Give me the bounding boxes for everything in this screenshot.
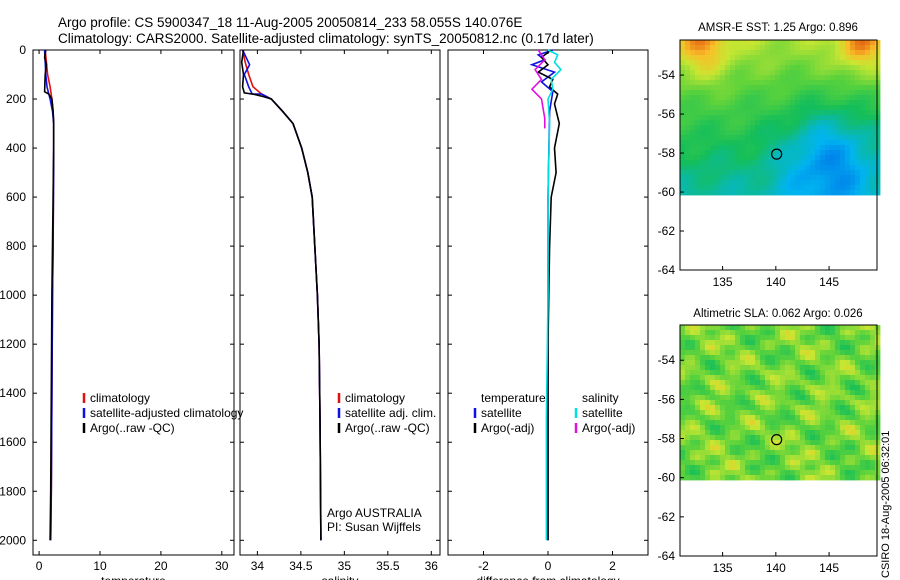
legend-satellite: satellite-adjusted climatology [90, 406, 243, 420]
heatmap-field [680, 325, 881, 481]
legend-temperature-title: temperature [481, 391, 546, 405]
plot-frame [239, 49, 441, 556]
x-tick-label: 135 [713, 275, 733, 289]
x-tick-label: 140 [766, 561, 786, 575]
legend-salinity-satellite: satellite [582, 406, 623, 420]
x-tick-label: 34 [251, 559, 265, 573]
series-line-satellite-adj-clim- [241, 49, 322, 541]
legend-climatology: climatology [90, 391, 150, 405]
y-tick-label: -58 [658, 146, 676, 160]
x-tick-label: -2 [478, 559, 489, 573]
x-tick-label: 140 [766, 275, 786, 289]
y-tick-label: 1200 [0, 337, 26, 351]
x-axis-label: difference from climatology [476, 574, 619, 580]
series-line-argo-raw-qc- [43, 49, 55, 541]
figure-title-line2: Climatology: CARS2000. Satellite-adjuste… [58, 31, 594, 46]
series-line-salinity-satellite [545, 49, 562, 541]
legend-temperature-satellite: satellite [481, 406, 522, 420]
x-tick-label: 0 [36, 559, 43, 573]
y-tick-label: -58 [658, 432, 676, 446]
x-tick-label: 36 [425, 559, 439, 573]
temperature-profile-panel: 0 10 20 30 0 200 400 600 800 1000 1200 1400 1600 1800… [0, 43, 243, 580]
x-tick-label: 34.5 [289, 559, 313, 573]
series-line-salinity-argo-adj- [530, 49, 546, 129]
argo-location-marker [771, 148, 783, 160]
sla-map-title: Altimetric SLA: 0.062 Argo: 0.026 [693, 308, 862, 320]
sla-map-panel: 135 140 145 -54 -56 -58 -60 -62 -64 [658, 324, 881, 575]
x-tick-label: 30 [215, 559, 229, 573]
y-tick-label: -64 [658, 549, 676, 563]
series-line-temperature-argo-adj- [536, 49, 561, 541]
legend-argo: Argo(..raw -QC) [90, 421, 175, 435]
map-frame [679, 324, 878, 557]
salinity-profile-panel: 34 34.5 35 35.5 36 salinity climatologysatelli… [239, 49, 441, 580]
y-tick-label: 1600 [0, 435, 26, 449]
map-frame [679, 39, 878, 271]
y-tick-label: -62 [658, 510, 676, 524]
series-line-temperature-satellite [529, 49, 557, 541]
legend-argo: Argo(..raw -QC) [345, 421, 430, 435]
x-tick-label: 145 [819, 561, 839, 575]
y-tick-label: -56 [658, 107, 676, 121]
legend-climatology: climatology [345, 391, 405, 405]
series-line-argo-raw-qc- [240, 49, 322, 541]
x-tick-label: 0 [545, 559, 552, 573]
sst-map-title: AMSR-E SST: 1.25 Argo: 0.896 [698, 22, 858, 34]
y-tick-label: 800 [6, 239, 26, 253]
y-tick-label: 1800 [0, 484, 26, 498]
y-tick-label: -62 [658, 224, 676, 238]
y-tick-label: -54 [658, 353, 676, 367]
x-tick-label: 35.5 [376, 559, 400, 573]
y-tick-label: -56 [658, 392, 676, 406]
y-tick-label: -64 [658, 263, 676, 277]
x-tick-label: 20 [154, 559, 168, 573]
heatmap-field [680, 40, 881, 196]
x-tick-label: 10 [93, 559, 107, 573]
sst-map-panel: 135 140 145 -54 -56 -58 -60 -62 -64 [658, 39, 881, 289]
difference-profile-panel: -2 0 2difference from climatology temperatu… [447, 49, 649, 580]
y-tick-label: 1400 [0, 386, 26, 400]
x-axis-label: temperature [101, 574, 166, 580]
legend-satellite: satellite adj. clim. [345, 406, 436, 420]
legend-salinity-argo: Argo(-adj) [582, 421, 635, 435]
x-tick-label: 135 [713, 561, 733, 575]
csiro-timestamp-label: CSIRO 18-Aug-2005 06:32:01 [880, 431, 892, 578]
annotation-argo-australia: Argo AUSTRALIA [327, 506, 422, 520]
annotation-pi-name: PI: Susan Wijffels [327, 520, 421, 534]
series-line-climatology [241, 49, 322, 541]
y-tick-label: -60 [658, 471, 676, 485]
y-tick-label: -54 [658, 68, 676, 82]
argo-location-marker [771, 434, 783, 446]
y-tick-label: 0 [19, 43, 26, 57]
figure-title-line1: Argo profile: CS 5900347_18 11-Aug-2005 … [58, 15, 522, 30]
y-tick-label: 1000 [0, 288, 26, 302]
y-tick-label: 2000 [0, 533, 26, 547]
y-tick-label: 200 [6, 92, 26, 106]
y-tick-label: 600 [6, 190, 26, 204]
x-tick-label: 35 [338, 559, 352, 573]
legend-salinity-title: salinity [582, 391, 619, 405]
legend-temperature-argo: Argo(-adj) [481, 421, 534, 435]
x-tick-label: 145 [819, 275, 839, 289]
y-tick-label: -60 [658, 185, 676, 199]
x-tick-label: 2 [609, 559, 616, 573]
plot-frame [32, 49, 235, 556]
x-axis-label: salinity [322, 574, 359, 580]
y-tick-label: 400 [6, 141, 26, 155]
